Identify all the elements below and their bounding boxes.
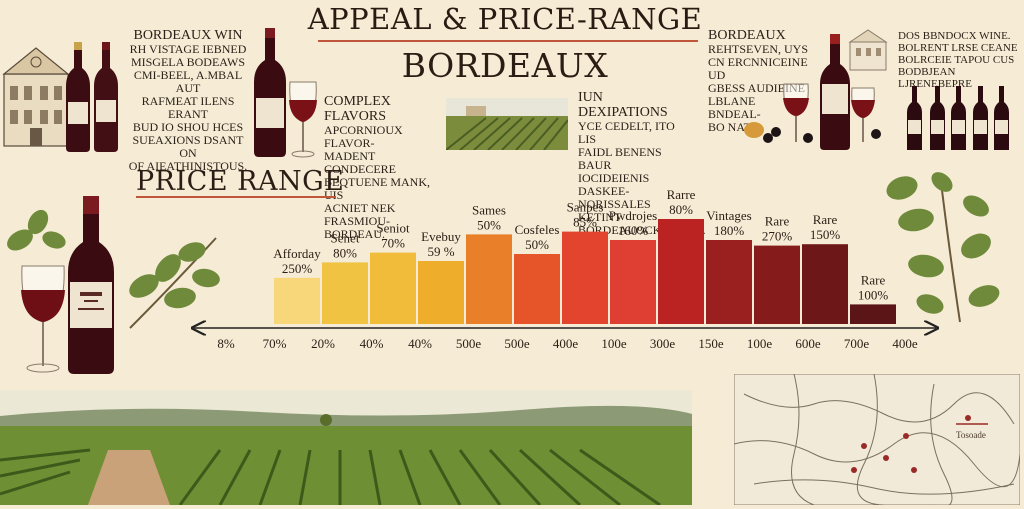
wine-bottle-icon <box>252 28 288 162</box>
blurb-line: NORISSALES KETINT <box>578 197 651 224</box>
bar-label: Senet 80% <box>331 230 360 260</box>
bar <box>754 245 800 324</box>
bar-label: Sames 50% <box>472 202 506 232</box>
chart-title: PRICE RANGE <box>136 166 345 197</box>
bar <box>274 277 320 324</box>
page-title: APPEAL & PRICE-RANGE <box>307 2 703 36</box>
bar <box>418 261 464 324</box>
bar-label: Cosfeles 50% <box>515 222 560 252</box>
blurb-left-heading: BORDEAUX WIN <box>133 28 243 43</box>
wine-glass-icon <box>783 83 809 142</box>
x-tick-label: 100e <box>747 336 773 351</box>
blurb-line: REHTSEVEN, UYS <box>708 42 809 56</box>
wine-bottle-icon <box>66 196 116 378</box>
x-tick-label: 40% <box>408 336 432 351</box>
wine-bottle-row <box>904 86 1014 156</box>
blurb-line: IOCIDEIENIS DASKEE- <box>578 171 650 198</box>
blurb-middle: COMPLEX FLAVORS APCORNIOUX FLAVOR- MADEN… <box>324 94 444 241</box>
x-tick-label: 8% <box>217 336 235 351</box>
wine-glass-icon <box>851 87 875 142</box>
wine-glass-icon <box>286 80 320 164</box>
x-tick-label: 40% <box>360 336 384 351</box>
x-tick-label: 70% <box>263 336 287 351</box>
bar-label: Rare 100% <box>858 272 889 302</box>
wine-glass-icon <box>18 262 68 378</box>
blurb-line: LBLANE BNDEAL- <box>708 94 761 121</box>
blurb-line: DOS BBNDOCX WINE. <box>898 30 1011 42</box>
bar <box>322 262 368 324</box>
bar-label: Rare 150% <box>810 212 841 242</box>
wine-still-life <box>744 34 884 156</box>
bar <box>370 252 416 324</box>
blurb-line: APCORNIOUX FLAVOR- <box>324 123 403 150</box>
bar <box>706 240 752 324</box>
chateau-building-icon <box>848 28 888 76</box>
x-tick-label: 500e <box>504 336 530 351</box>
blurb-line: FAIDL BENENS BAUR <box>578 145 662 172</box>
wine-bottle-icon <box>64 42 124 156</box>
bar-label: Evebuy 59 % <box>421 229 461 259</box>
x-tick-label: 400e <box>553 336 579 351</box>
x-tick-label: 700e <box>844 336 870 351</box>
blurb-line: RAFMEAT ILENS ERANT <box>141 94 235 121</box>
vineyard-landscape <box>445 98 569 154</box>
blurb-right-heading: BORDEAUX <box>708 28 786 43</box>
grape-leaf-icon <box>120 228 228 336</box>
bar <box>562 231 608 324</box>
x-tick-label: 600e <box>795 336 821 351</box>
blurb-line: RH VISTAGE IEBNED <box>129 42 247 56</box>
title-underline <box>318 40 698 42</box>
bar-label: Rare 270% <box>762 214 793 244</box>
bar <box>658 219 704 324</box>
chateau-building-icon <box>0 38 72 154</box>
x-tick-label: 500e <box>456 336 482 351</box>
blurb-center-heading: IUN DEXIPATIONS <box>578 90 668 120</box>
bar-label: Vintages 180% <box>706 208 751 238</box>
blurb-line: OF AIEATHINISTOUS. <box>128 159 248 173</box>
blurb-line: BUD IO SHOU HCES <box>132 120 244 134</box>
blurb-line: BORDEAU. <box>324 227 386 241</box>
blurb-line: YCE CEDELT, ITO LIS <box>578 119 675 146</box>
x-tick-label: 300e <box>650 336 676 351</box>
region-map: Tosoade <box>733 373 1021 509</box>
bar <box>466 234 512 324</box>
x-tick-label: 20% <box>311 336 335 351</box>
blurb-line: BEQTUENE MANK, UIS <box>324 175 430 202</box>
bar-label: Afforday 250% <box>273 246 321 276</box>
blurb-line: BOLRCEIE TAPOU CUS <box>898 54 1015 66</box>
blurb-line: CN ERCNNICEINE UD <box>708 55 808 82</box>
price-range-chart: Afforday 250% Senet 80% Seniot 70% Evebuy 59 % S… <box>180 187 950 351</box>
x-tick-label: 400e <box>892 336 918 351</box>
map-legend-label: Tosoade <box>956 430 986 440</box>
grape-leaf-icon <box>0 200 70 274</box>
vineyard-landscape <box>0 390 692 509</box>
page-subtitle: BORDEAUX <box>401 46 609 85</box>
wine-bottle-icon <box>820 34 850 150</box>
bar <box>802 244 848 324</box>
bar <box>610 240 656 324</box>
blurb-line: SUEAXIONS DSANT ON <box>132 133 244 160</box>
blurb-line: MADENT CONDECERE <box>324 149 396 176</box>
grape-leaf-icon <box>880 166 1020 330</box>
blurb-middle-heading: COMPLEX FLAVORS <box>324 94 391 124</box>
blurb-line: CMI-BEEL, A.MBAL AUT <box>133 68 243 95</box>
bar-label: Seniot 70% <box>376 221 410 251</box>
bar-label: Pwdrojes 160% <box>609 208 657 238</box>
bar <box>850 304 896 324</box>
bar <box>514 254 560 324</box>
blurb-line: ACNIET NEK FRASMIOU- <box>324 201 396 228</box>
blurb-line: MISGELA BODEAWS <box>130 55 246 69</box>
blurb-line: GBESS AUDIEINE <box>708 81 806 95</box>
x-tick-label: 100e <box>601 336 627 351</box>
bar-label: Rarre 80% <box>667 187 696 217</box>
blurb-line: BOLRENT LRSE CEANE <box>898 42 1018 54</box>
blurb-left: BORDEAUX WIN RH VISTAGE IEBNED MISGELA B… <box>128 28 248 173</box>
x-tick-label: 150e <box>698 336 724 351</box>
bar-label: Sanpes 85% <box>567 200 604 230</box>
blurb-far-right: DOS BBNDOCX WINE. BOLRENT LRSE CEANE BOL… <box>898 30 1018 90</box>
chart-title-underline <box>136 196 336 198</box>
